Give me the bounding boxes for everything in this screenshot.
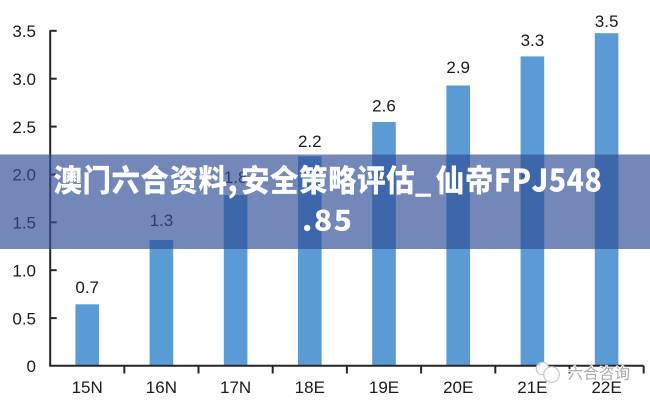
svg-text:16N: 16N	[146, 378, 177, 397]
svg-text:3.3: 3.3	[521, 31, 545, 50]
svg-text:18E: 18E	[295, 378, 325, 397]
svg-text:0.7: 0.7	[75, 278, 99, 297]
svg-text:20E: 20E	[443, 378, 473, 397]
svg-text:21E: 21E	[517, 378, 547, 397]
svg-text:3.5: 3.5	[595, 12, 619, 31]
svg-text:2.2: 2.2	[298, 132, 322, 151]
svg-text:1.0: 1.0	[12, 261, 36, 280]
svg-text:2.6: 2.6	[372, 97, 396, 116]
svg-text:19E: 19E	[369, 378, 399, 397]
svg-text:22E: 22E	[591, 378, 621, 397]
svg-text:2.9: 2.9	[446, 58, 470, 77]
svg-text:0: 0	[27, 357, 36, 376]
svg-text:17N: 17N	[220, 378, 251, 397]
svg-text:2.5: 2.5	[12, 118, 36, 137]
svg-text:3.5: 3.5	[12, 22, 36, 41]
svg-text:0.5: 0.5	[12, 309, 36, 328]
svg-text:3.0: 3.0	[12, 70, 36, 89]
svg-text:15N: 15N	[72, 378, 103, 397]
